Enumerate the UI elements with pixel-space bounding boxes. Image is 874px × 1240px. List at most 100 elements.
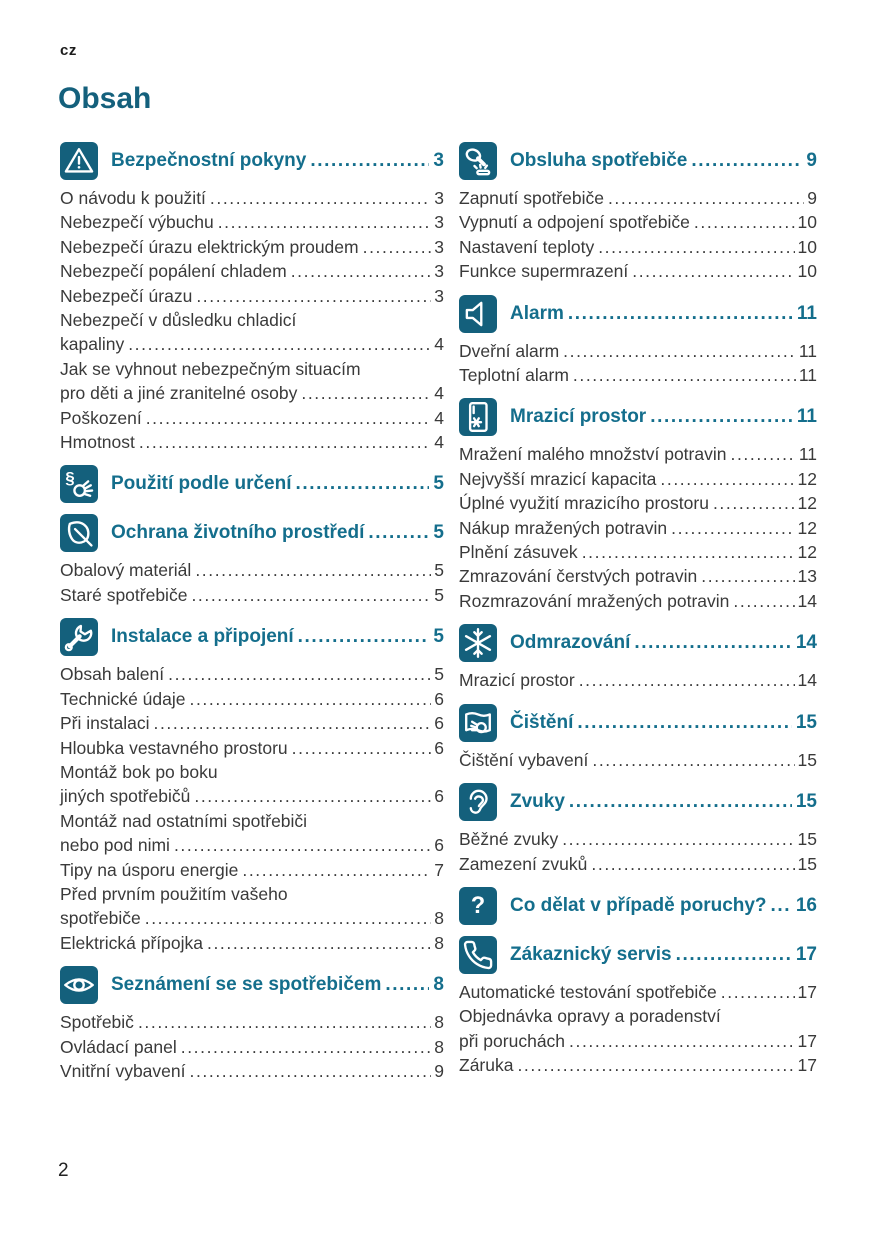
toc-entry-page: 12 <box>797 542 817 563</box>
toc-section-header: Ochrana životního prostředí 5 <box>60 514 444 553</box>
toc-entry-line: Nastavení teploty 10 <box>459 235 817 259</box>
toc-entry-text: při poruchách <box>459 1030 566 1051</box>
toc-entry: Běžné zvuky 15 <box>459 827 817 851</box>
toc-entry: Nebezpečí výbuchu 3 <box>60 210 444 234</box>
toc-entry: Před prvním použitím vašeho spotřebiče 8 <box>60 882 444 931</box>
dot-leader <box>701 564 794 588</box>
toc-section-header: Odmrazování 14 <box>459 624 817 663</box>
toc-section-page: 11 <box>796 302 817 324</box>
toc-entry-line: Elektrická přípojka 8 <box>60 931 444 955</box>
dot-leader <box>598 235 794 259</box>
toc-section-page: 9 <box>806 150 817 171</box>
toc-entry: Nejvyšší mrazicí kapacita 12 <box>459 467 817 491</box>
cleaning-cloth-icon <box>459 703 497 742</box>
toc-entry-text: Hmotnost <box>60 432 135 453</box>
toc-section-title-line: Mrazicí prostor 11 <box>510 406 817 428</box>
toc-entry-text: Vypnutí a odpojení spotřebiče <box>459 212 690 233</box>
toc-entry: Obsah balení 5 <box>60 662 444 686</box>
toc-entry: Rozmrazování mražených potravin 14 <box>459 589 817 613</box>
toc-entry-line: Obsah balení 5 <box>60 662 444 686</box>
toc-entry-text: Mrazicí prostor <box>459 670 575 691</box>
toc-entry-line: kapaliny 4 <box>60 332 444 356</box>
toc-entry: Funkce supermrazení 10 <box>459 259 817 283</box>
dot-leader <box>573 363 796 387</box>
toc-section-header: Mrazicí prostor 11 <box>459 398 817 437</box>
toc-section-title: Mrazicí prostor <box>510 406 647 428</box>
speaker-icon <box>459 294 497 333</box>
toc-entry-line: Zamezení zvuků 15 <box>459 852 817 876</box>
dot-leader <box>363 235 432 259</box>
dot-leader <box>128 332 431 356</box>
toc-entry-text: Úplné využití mrazicího prostoru <box>459 493 709 514</box>
toc-entry-line: Nebezpečí úrazu elektrickým proudem 3 <box>60 235 444 259</box>
dot-leader <box>582 540 795 564</box>
toc-section-page: 17 <box>795 943 817 965</box>
dot-leader <box>569 1029 794 1053</box>
dot-leader <box>301 381 431 405</box>
toc-entry: Mrazicí prostor 14 <box>459 668 817 692</box>
dot-leader <box>713 491 795 515</box>
toc-section: Odmrazování 14 Mrazicí prostor 14 <box>459 624 817 692</box>
page-title: Obsah <box>58 82 152 115</box>
toc-entry-text: Zapnutí spotřebiče <box>459 188 604 208</box>
toc-entry: Objednávka opravy a poradenství při poruc… <box>459 1004 817 1053</box>
toc-entry-text: Zamezení zvuků <box>459 853 588 874</box>
dot-leader <box>190 687 432 711</box>
dot-leader <box>298 626 430 648</box>
toc-entry-text: Plnění zásuvek <box>459 542 578 563</box>
dot-leader <box>771 895 792 917</box>
dot-leader <box>517 1053 794 1077</box>
dot-leader <box>385 974 429 996</box>
toc-entry: Při instalaci 6 <box>60 711 444 735</box>
toc-section-title: Instalace a připojení <box>111 626 294 648</box>
toc-entry-page: 17 <box>797 1055 817 1076</box>
toc-entry-text: Nebezpečí výbuchu <box>60 212 214 233</box>
toc-entry-line: Nebezpečí výbuchu 3 <box>60 210 444 234</box>
toc-entry: Technické údaje 6 <box>60 687 444 711</box>
toc-entry: Zamezení zvuků 15 <box>459 852 817 876</box>
toc-entry-line: Technické údaje 6 <box>60 687 444 711</box>
toc-entry: Úplné využití mrazicího prostoru 12 <box>459 491 817 515</box>
toc-entry-text: Nebezpečí v důsledku chladicí <box>60 310 297 331</box>
toc-entry-text: Před prvním použitím vašeho <box>60 883 288 904</box>
hand-operate-icon <box>459 142 497 180</box>
toc-entry-page: 8 <box>434 908 444 929</box>
toc-column-left: Bezpečnostní pokyny3O návodu k použití3N… <box>60 142 444 1083</box>
toc-entry-text: Vnitřní vybavení <box>60 1060 186 1081</box>
toc-entry: Nebezpečí popálení chladem 3 <box>60 259 444 283</box>
toc-entry: Vnitřní vybavení 9 <box>60 1059 444 1083</box>
toc-entry-page: 4 <box>434 383 444 404</box>
toc-entry-page: 5 <box>434 584 444 605</box>
toc-entry: Mražení malého množství potravin 11 <box>459 442 817 466</box>
toc-section-page: 5 <box>433 473 444 495</box>
dot-leader <box>721 980 795 1004</box>
toc-entry-page: 4 <box>434 334 444 355</box>
toc-entry-line: Nákup mražených potravin 12 <box>459 516 817 540</box>
toc-entry-line: spotřebiče 8 <box>60 906 444 930</box>
toc-entry: Čištění vybavení 15 <box>459 748 817 772</box>
toc-entry: Hmotnost 4 <box>60 430 444 454</box>
toc-entry-line: Rozmrazování mražených potravin 14 <box>459 589 817 613</box>
toc-entry-page: 9 <box>807 188 817 208</box>
toc-entry: Jak se vyhnout nebezpečným situacím pro d… <box>60 357 444 406</box>
toc-section-header: Bezpečnostní pokyny 3 <box>60 142 444 180</box>
toc-entry: Nebezpečí úrazu elektrickým proudem 3 <box>60 235 444 259</box>
toc-entry-text: Nebezpečí úrazu <box>60 285 193 306</box>
ear-icon <box>459 783 497 822</box>
toc-entry-line: pro děti a jiné zranitelné osoby 4 <box>60 381 444 405</box>
toc-section-page: 5 <box>433 522 444 544</box>
toc-entry-page: 11 <box>798 444 817 465</box>
toc-entry: Vypnutí a odpojení spotřebiče 10 <box>459 210 817 234</box>
toc-section-title: Zvuky <box>510 791 565 813</box>
toc-columns: Bezpečnostní pokyny3O návodu k použití3N… <box>60 142 817 1083</box>
toc-entry: Nebezpečí úrazu 3 <box>60 284 444 308</box>
toc-entry-line: Při instalaci 6 <box>60 711 444 735</box>
toc-entry-page: 15 <box>797 749 817 770</box>
toc-entry-page: 12 <box>797 468 817 489</box>
eye-icon <box>60 966 98 1005</box>
toc-section: Čištění 15 Čištění vybavení 15 <box>459 703 817 772</box>
toc-section: Ochrana životního prostředí5Obalový mate… <box>60 514 444 607</box>
toc-section-header: Alarm 11 <box>459 294 817 333</box>
toc-entry-text: Poškození <box>60 407 142 428</box>
toc-entry: Teplotní alarm 11 <box>459 363 817 387</box>
